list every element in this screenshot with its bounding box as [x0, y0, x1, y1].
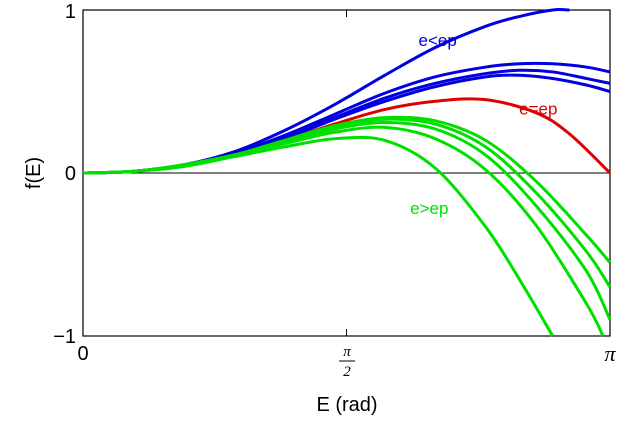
tick-label-y-1: 1 [65, 1, 76, 23]
annotations: e<ep e=ep e>ep [410, 31, 557, 218]
labels: 0 π 2 π −1 0 1 E (rad) f(E) [23, 1, 616, 416]
tick-label-x-pi-over-2-den: 2 [343, 364, 351, 380]
y-axis-title: f(E) [23, 157, 45, 189]
annotation-2: e>ep [410, 199, 448, 218]
annotation-1: e=ep [519, 99, 557, 118]
tick-label-y-minus-1: −1 [53, 326, 76, 348]
series-line-6 [82, 117, 612, 288]
series-line-9 [82, 135, 554, 337]
series-layer [82, 8, 612, 337]
tick-label-y-0: 0 [65, 163, 76, 185]
x-axis-title: E (rad) [316, 394, 377, 416]
tick-label-x-pi-over-2-num: π [343, 344, 351, 360]
annotation-0: e<ep [418, 31, 456, 50]
series-line-8 [82, 125, 605, 337]
tick-label-x-pi: π [604, 341, 616, 366]
tick-label-x-0: 0 [77, 343, 88, 365]
